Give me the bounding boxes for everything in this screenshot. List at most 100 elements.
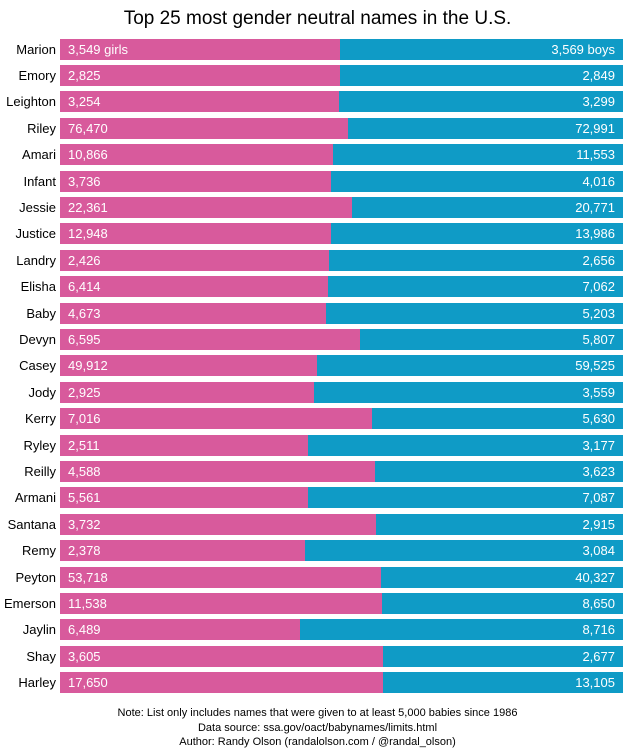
girls-bar: 3,605	[60, 646, 383, 667]
girls-bar: 7,016	[60, 408, 372, 429]
chart-title: Top 25 most gender neutral names in the …	[0, 0, 635, 36]
bar-track: 22,36120,771	[60, 197, 623, 218]
chart-row: Riley76,47072,991	[60, 115, 623, 141]
chart-row: Elisha6,4147,062	[60, 274, 623, 300]
girls-bar: 11,538	[60, 593, 382, 614]
name-label: Jody	[4, 385, 56, 400]
girls-bar: 76,470	[60, 118, 348, 139]
bar-track: 10,86611,553	[60, 144, 623, 165]
boys-bar: 2,677	[383, 646, 623, 667]
boys-bar: 72,991	[348, 118, 623, 139]
girls-bar: 4,588	[60, 461, 375, 482]
chart-row: Santana3,7322,915	[60, 511, 623, 537]
bar-track: 2,9253,559	[60, 382, 623, 403]
bar-track: 2,5113,177	[60, 435, 623, 456]
bar-track: 3,6052,677	[60, 646, 623, 667]
boys-bar: 3,299	[339, 91, 623, 112]
girls-bar: 49,912	[60, 355, 317, 376]
girls-bar: 2,511	[60, 435, 308, 456]
boys-bar: 3,084	[305, 540, 623, 561]
boys-bar: 40,327	[381, 567, 623, 588]
girls-bar: 53,718	[60, 567, 381, 588]
chart-row: Jody2,9253,559	[60, 379, 623, 405]
bar-track: 4,6735,203	[60, 303, 623, 324]
girls-bar: 2,825	[60, 65, 340, 86]
bar-track: 2,4262,656	[60, 250, 623, 271]
name-label: Emerson	[4, 596, 56, 611]
name-label: Landry	[4, 253, 56, 268]
boys-bar: 5,630	[372, 408, 623, 429]
chart-row: Marion3,549 girls3,569 boys	[60, 36, 623, 62]
name-label: Santana	[4, 517, 56, 532]
chart-row: Jaylin6,4898,716	[60, 617, 623, 643]
girls-bar: 6,595	[60, 329, 360, 350]
chart-row: Peyton53,71840,327	[60, 564, 623, 590]
name-label: Reilly	[4, 464, 56, 479]
boys-bar: 3,177	[308, 435, 623, 456]
chart-row: Remy2,3783,084	[60, 537, 623, 563]
bar-track: 4,5883,623	[60, 461, 623, 482]
name-label: Peyton	[4, 570, 56, 585]
name-label: Leighton	[4, 94, 56, 109]
girls-bar: 17,650	[60, 672, 383, 693]
boys-bar: 7,062	[328, 276, 623, 297]
name-label: Armani	[4, 490, 56, 505]
chart-container: Top 25 most gender neutral names in the …	[0, 0, 635, 754]
name-label: Harley	[4, 675, 56, 690]
boys-bar: 20,771	[352, 197, 623, 218]
footer-author: Author: Randy Olson (randalolson.com / @…	[0, 735, 635, 750]
bar-track: 53,71840,327	[60, 567, 623, 588]
chart-row: Amari10,86611,553	[60, 142, 623, 168]
boys-bar: 5,807	[360, 329, 623, 350]
name-label: Infant	[4, 174, 56, 189]
name-label: Devyn	[4, 332, 56, 347]
bar-track: 6,4898,716	[60, 619, 623, 640]
girls-bar: 5,561	[60, 487, 308, 508]
bar-track: 2,3783,084	[60, 540, 623, 561]
chart-row: Emory2,8252,849	[60, 62, 623, 88]
name-label: Jessie	[4, 200, 56, 215]
chart-row: Infant3,7364,016	[60, 168, 623, 194]
boys-bar: 11,553	[333, 144, 623, 165]
boys-bar: 4,016	[331, 171, 623, 192]
boys-bar: 13,105	[383, 672, 623, 693]
chart-row: Leighton3,2543,299	[60, 89, 623, 115]
name-label: Elisha	[4, 279, 56, 294]
name-label: Casey	[4, 358, 56, 373]
chart-row: Baby4,6735,203	[60, 300, 623, 326]
name-label: Remy	[4, 543, 56, 558]
girls-bar: 2,378	[60, 540, 305, 561]
bar-track: 7,0165,630	[60, 408, 623, 429]
chart-row: Casey49,91259,525	[60, 353, 623, 379]
chart-row: Shay3,6052,677	[60, 643, 623, 669]
bar-track: 11,5388,650	[60, 593, 623, 614]
bar-track: 76,47072,991	[60, 118, 623, 139]
boys-bar: 2,849	[340, 65, 623, 86]
bar-track: 6,4147,062	[60, 276, 623, 297]
girls-bar: 6,489	[60, 619, 300, 640]
chart-row: Harley17,65013,105	[60, 669, 623, 695]
name-label: Amari	[4, 147, 56, 162]
boys-bar: 3,559	[314, 382, 623, 403]
boys-bar: 59,525	[317, 355, 623, 376]
bar-track: 3,2543,299	[60, 91, 623, 112]
name-label: Jaylin	[4, 622, 56, 637]
boys-bar: 8,716	[300, 619, 623, 640]
bar-track: 3,7322,915	[60, 514, 623, 535]
chart-row: Jessie22,36120,771	[60, 194, 623, 220]
boys-bar: 3,569 boys	[340, 39, 623, 60]
boys-bar: 3,623	[375, 461, 623, 482]
girls-bar: 6,414	[60, 276, 328, 297]
boys-bar: 5,203	[326, 303, 623, 324]
girls-bar: 2,925	[60, 382, 314, 403]
footer-source: Data source: ssa.gov/oact/babynames/limi…	[0, 721, 635, 736]
girls-bar: 22,361	[60, 197, 352, 218]
girls-bar: 4,673	[60, 303, 326, 324]
chart-row: Landry2,4262,656	[60, 247, 623, 273]
boys-bar: 13,986	[331, 223, 623, 244]
chart-row: Armani5,5617,087	[60, 485, 623, 511]
chart-footer: Note: List only includes names that were…	[0, 706, 635, 751]
name-label: Emory	[4, 68, 56, 83]
boys-bar: 2,915	[376, 514, 623, 535]
name-label: Shay	[4, 649, 56, 664]
